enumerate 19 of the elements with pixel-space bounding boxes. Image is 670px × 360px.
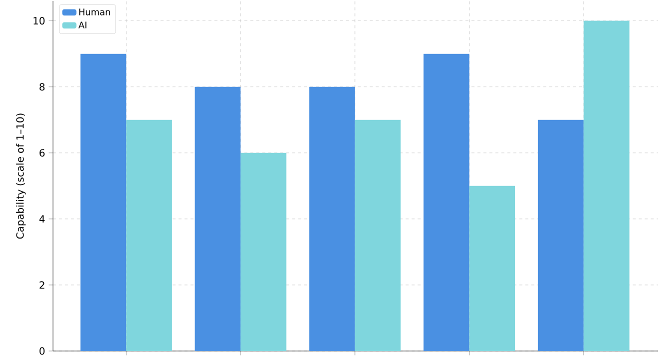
bar bbox=[538, 120, 584, 351]
bar bbox=[469, 186, 516, 351]
bar bbox=[80, 54, 126, 351]
bar bbox=[194, 86, 241, 351]
legend-label: AI bbox=[78, 22, 86, 28]
bar bbox=[424, 54, 470, 351]
y-tick-label: 2 bbox=[40, 281, 44, 289]
bar bbox=[126, 120, 172, 351]
bar bbox=[309, 86, 355, 351]
bar bbox=[584, 20, 630, 351]
y-tick-label: 0 bbox=[40, 347, 45, 355]
y-tick-label: 6 bbox=[40, 149, 45, 157]
y-tick-label: 4 bbox=[39, 215, 45, 223]
y-axis-title: Capability (scale of 1–10) bbox=[16, 114, 26, 239]
legend-label: Human bbox=[79, 8, 110, 16]
y-tick-label: 8 bbox=[40, 83, 45, 91]
y-tick-label: 10 bbox=[34, 17, 45, 25]
bar bbox=[240, 152, 286, 351]
bar bbox=[354, 120, 401, 351]
